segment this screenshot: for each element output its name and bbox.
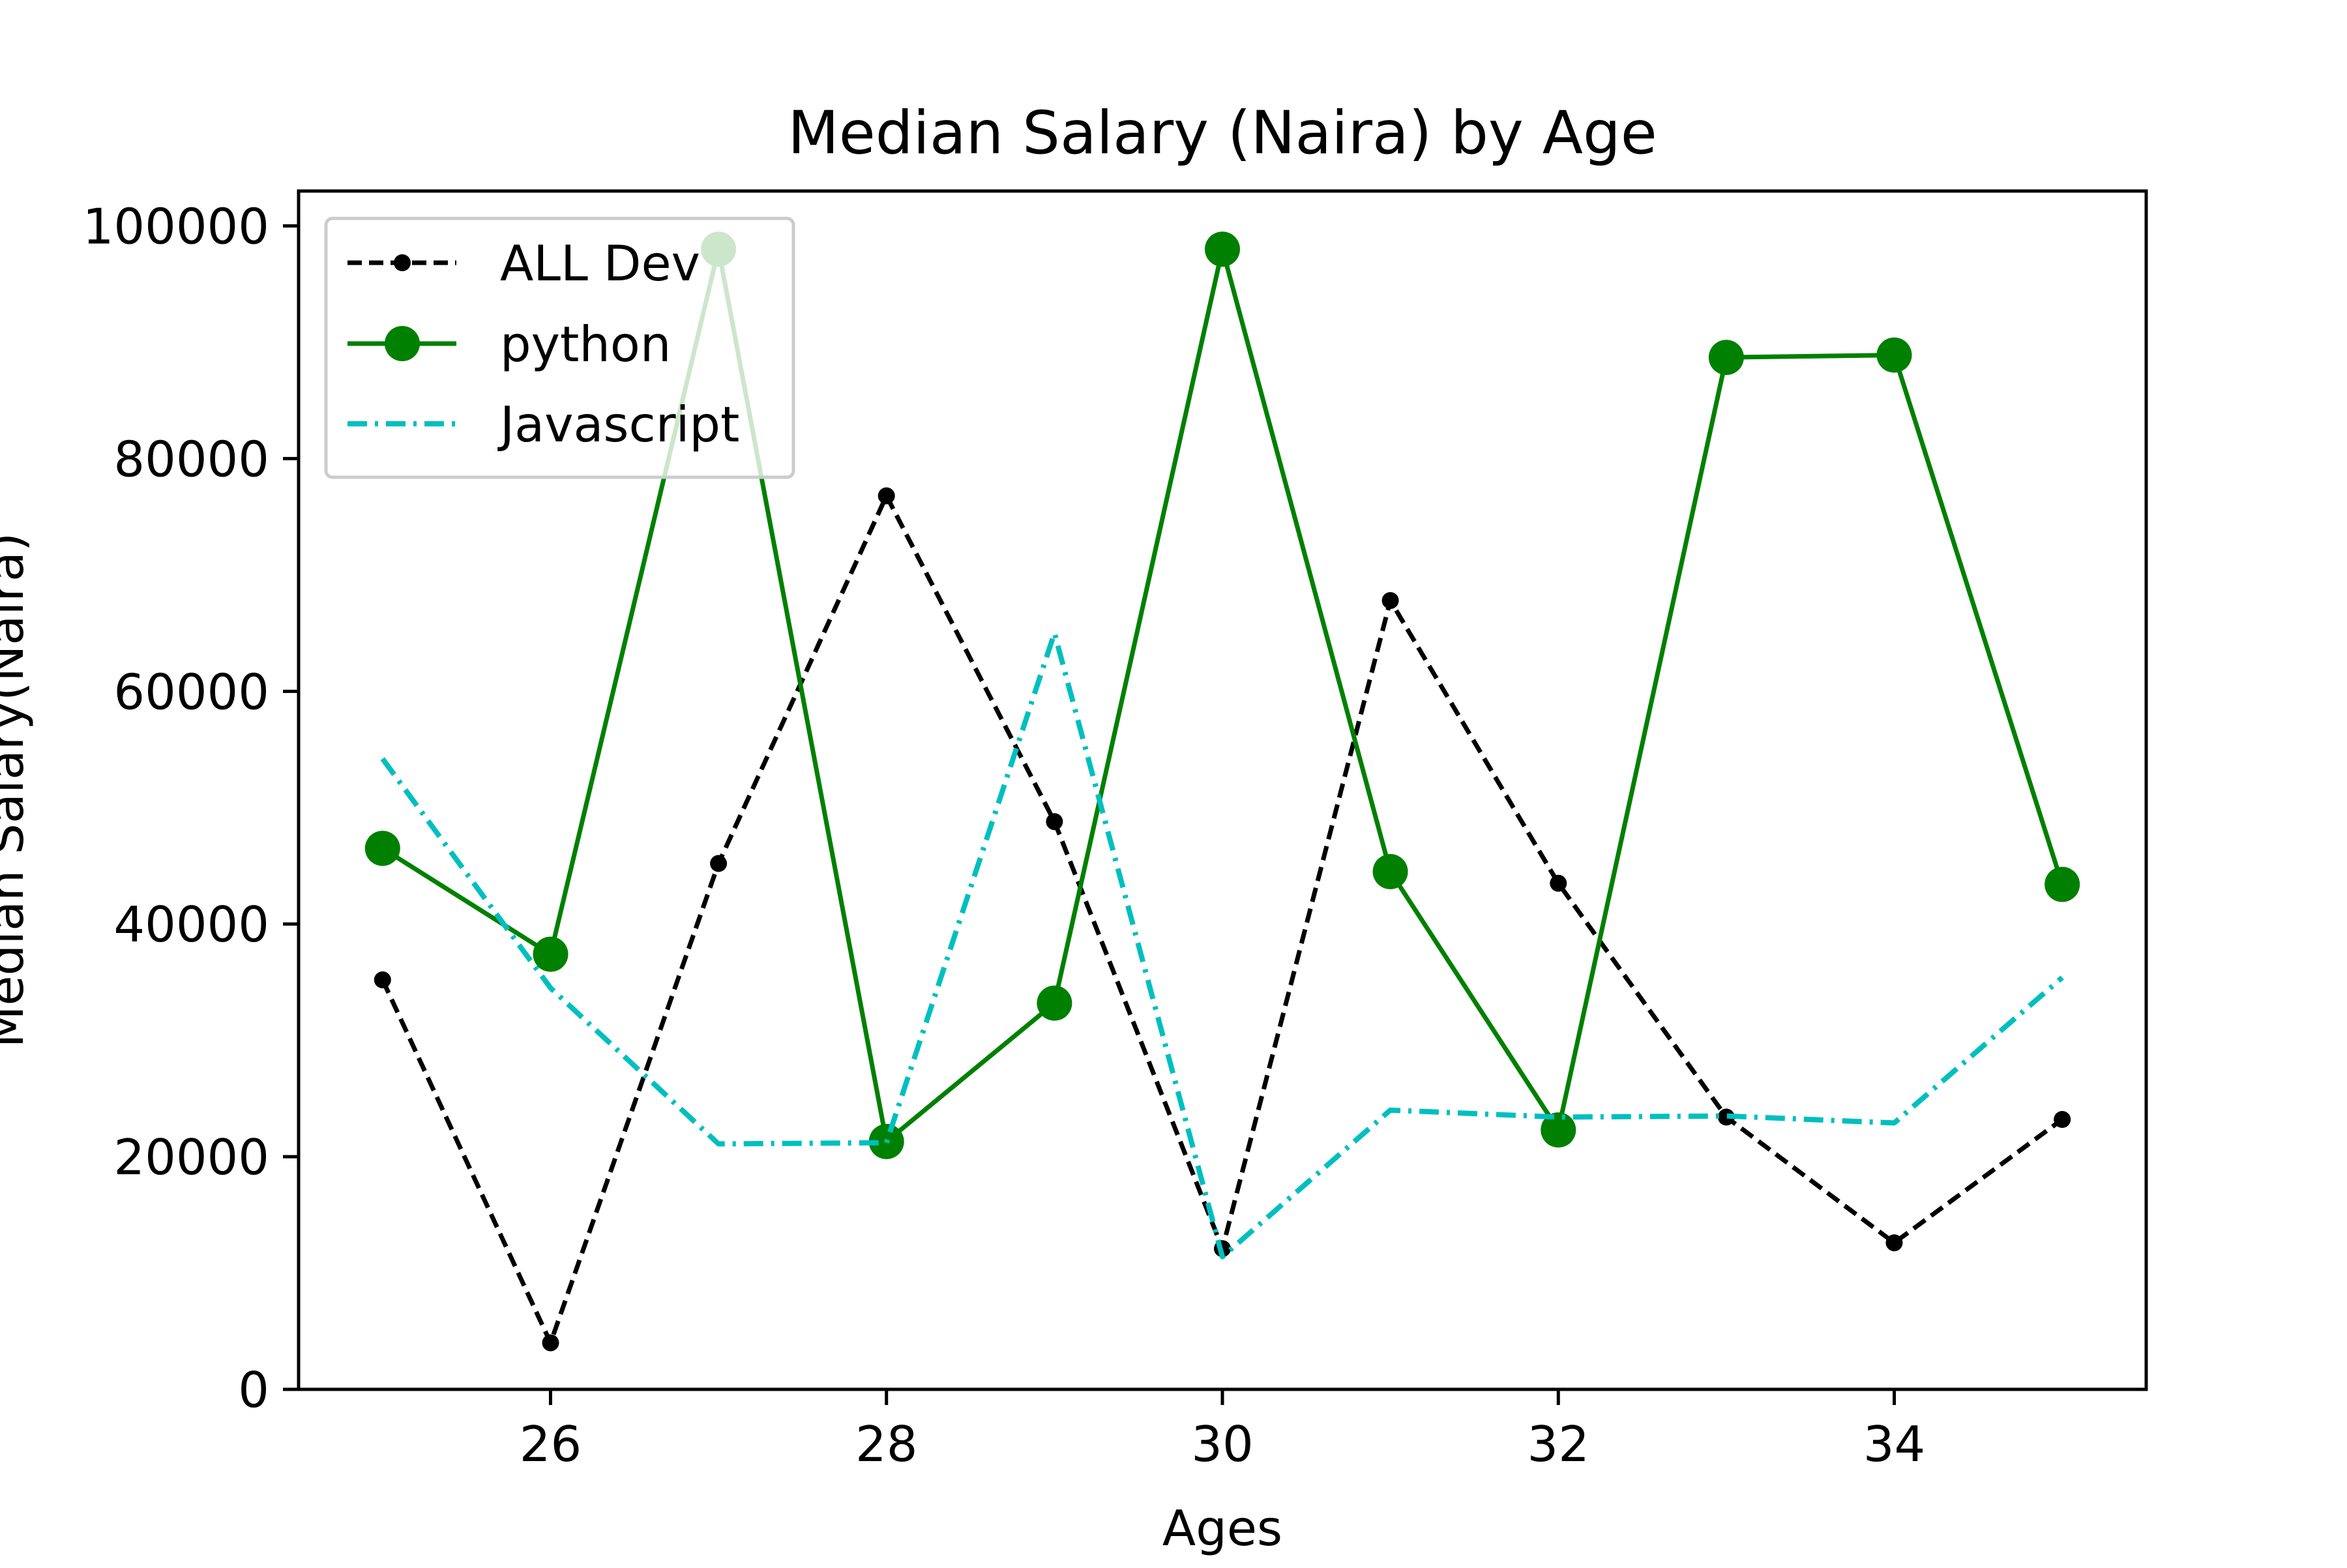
series-3-line <box>380 630 2064 1260</box>
chart-title: Median Salary (Naira) by Age <box>788 99 1657 168</box>
y-tick-label: 100000 <box>83 198 269 256</box>
series-2-point <box>1876 337 1912 373</box>
legend-label: ALL Dev <box>500 235 700 292</box>
series-2-point <box>533 936 568 972</box>
series-1-point <box>1046 813 1063 831</box>
series-1-point <box>1885 1234 1903 1252</box>
series-1-point <box>710 855 728 872</box>
y-tick-label: 0 <box>238 1361 269 1419</box>
legend-box <box>324 216 795 479</box>
series-1-point <box>1717 1108 1735 1126</box>
series-2-point <box>1372 853 1408 889</box>
series-2-point <box>1708 340 1744 376</box>
x-tick-label: 34 <box>1863 1415 1925 1473</box>
series-3 <box>380 630 2064 1260</box>
legend-label: python <box>500 316 671 373</box>
legend-swatch-marker <box>394 254 411 271</box>
series-layer <box>364 231 2080 1352</box>
series-2-point <box>364 831 400 866</box>
legend-swatch-marker <box>385 326 420 361</box>
series-1-point <box>1550 874 1567 892</box>
series-1-point <box>878 487 895 505</box>
y-axis-ticks: 0 20000 40000 60000 80000 100000 <box>83 198 299 1419</box>
x-axis-ticks: 26 28 30 32 34 <box>520 1389 1925 1473</box>
series-2-point <box>1205 231 1240 267</box>
series-1-point <box>374 971 391 988</box>
legend-label: Javascript <box>497 396 739 453</box>
series-1-point <box>1381 592 1399 610</box>
series-2-point <box>2044 866 2080 902</box>
y-axis-label: Median Salary(Naira) <box>0 533 35 1048</box>
series-1-point <box>2054 1111 2071 1128</box>
x-tick-label: 28 <box>855 1415 917 1473</box>
y-tick-label: 80000 <box>113 430 269 488</box>
x-tick-label: 32 <box>1528 1415 1589 1473</box>
x-axis-label: Ages <box>1162 1500 1282 1557</box>
series-2 <box>364 231 2080 1159</box>
y-tick-label: 40000 <box>113 896 269 953</box>
legend: ALL Dev python Javascript <box>324 216 795 479</box>
series-1-point <box>542 1334 559 1352</box>
x-tick-label: 26 <box>520 1415 582 1473</box>
series-2-point <box>1037 985 1072 1021</box>
x-tick-label: 30 <box>1191 1415 1253 1473</box>
y-tick-label: 60000 <box>113 663 269 720</box>
series-2-point <box>1541 1112 1576 1148</box>
y-tick-label: 20000 <box>113 1129 269 1186</box>
plot-frame <box>297 189 2148 1391</box>
